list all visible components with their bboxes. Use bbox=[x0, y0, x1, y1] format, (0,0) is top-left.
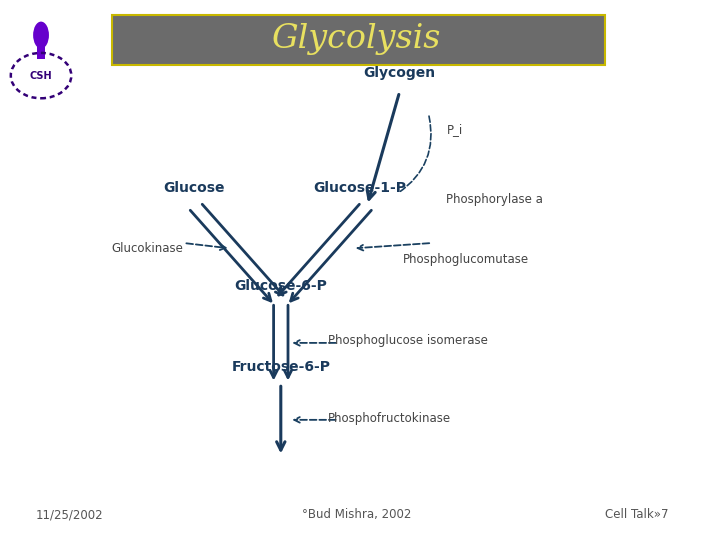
Text: Phosphoglucomutase: Phosphoglucomutase bbox=[403, 253, 529, 266]
Text: Glucose-1-P: Glucose-1-P bbox=[313, 181, 407, 195]
Text: Cell Talk»7: Cell Talk»7 bbox=[605, 508, 668, 521]
Text: Glucose-6-P: Glucose-6-P bbox=[235, 279, 327, 293]
Ellipse shape bbox=[33, 22, 49, 49]
Text: Fructose-6-P: Fructose-6-P bbox=[231, 360, 330, 374]
Text: Phosphofructokinase: Phosphofructokinase bbox=[328, 412, 451, 425]
Text: Phosphoglucose isomerase: Phosphoglucose isomerase bbox=[328, 334, 487, 347]
Text: Glucokinase: Glucokinase bbox=[112, 242, 184, 255]
Text: Glycogen: Glycogen bbox=[364, 66, 436, 80]
Text: Glucose: Glucose bbox=[163, 181, 225, 195]
Text: Glycolysis: Glycolysis bbox=[271, 23, 441, 56]
Text: °Bud Mishra, 2002: °Bud Mishra, 2002 bbox=[302, 508, 412, 521]
Text: CSH: CSH bbox=[30, 71, 53, 80]
FancyBboxPatch shape bbox=[112, 15, 605, 65]
Text: Phosphorylase a: Phosphorylase a bbox=[446, 193, 544, 206]
Text: 11/25/2002: 11/25/2002 bbox=[36, 508, 104, 521]
Text: P_i: P_i bbox=[446, 123, 463, 136]
FancyBboxPatch shape bbox=[37, 37, 45, 59]
